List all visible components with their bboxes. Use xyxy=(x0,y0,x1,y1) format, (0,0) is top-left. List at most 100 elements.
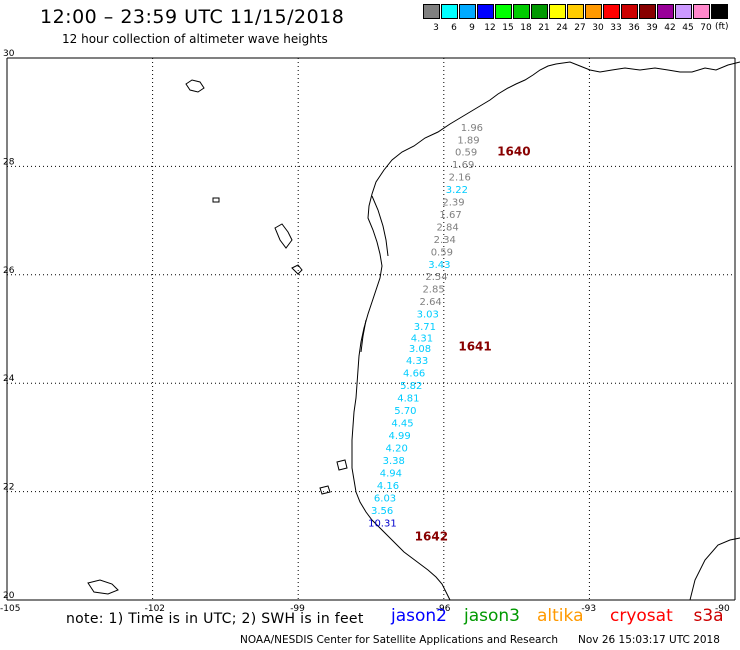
footer-note: note: 1) Time is in UTC; 2) SWH is in fe… xyxy=(66,611,364,627)
lat-tick-label: 24 xyxy=(3,374,15,384)
lake-shape-6 xyxy=(319,485,331,495)
wave-height-value: 3.03 xyxy=(417,310,439,321)
track-time-label: 1642 xyxy=(415,529,448,543)
credit-line: NOAA/NESDIS Center for Satellite Applica… xyxy=(240,634,558,646)
track-time-labels: 1640 1641 1642 xyxy=(415,145,531,544)
gulf-coastline xyxy=(351,61,740,601)
wave-height-value: 4.16 xyxy=(377,481,399,492)
lat-tick-label: 20 xyxy=(3,591,15,601)
map-title: 12:00 – 23:59 UTC 11/15/2018 xyxy=(40,6,345,28)
satellite-s3a: s3a xyxy=(693,606,724,626)
wave-height-value: 5.70 xyxy=(394,406,416,417)
barrier-island xyxy=(371,195,389,257)
color-legend-label: 6 xyxy=(451,23,457,33)
lat-tick-label: 26 xyxy=(3,266,15,276)
satellite-cryosat: cryosat xyxy=(610,606,673,626)
wave-height-value: 3.08 xyxy=(409,344,431,355)
wave-height-value: 4.81 xyxy=(397,394,419,405)
wave-height-value: 4.20 xyxy=(386,443,408,454)
wave-height-value: 3.71 xyxy=(414,322,436,333)
satellite-jason2: jason2 xyxy=(391,606,447,626)
lake-shape-2 xyxy=(274,223,293,249)
lon-tick-label: -96 xyxy=(436,604,451,614)
color-swatch xyxy=(711,4,728,19)
wave-height-value: 3.56 xyxy=(371,506,393,517)
satellite-jason3: jason3 xyxy=(464,606,520,626)
color-legend-label: 30 xyxy=(592,23,604,33)
wave-height-value: 2.34 xyxy=(434,235,456,246)
wave-height-value: 2.54 xyxy=(425,272,447,283)
lake-shape-7 xyxy=(336,459,348,471)
generated-timestamp: Nov 26 15:03:17 UTC 2018 xyxy=(578,634,720,646)
color-legend-label: 36 xyxy=(628,23,640,33)
track-time-label: 1641 xyxy=(458,340,491,354)
lat-tick-label: 28 xyxy=(3,157,15,167)
track-time-label: 1640 xyxy=(497,145,530,159)
lon-tick-label: -105 xyxy=(0,604,20,614)
color-legend-label: 12 xyxy=(484,23,496,33)
wave-height-value: 2.64 xyxy=(420,297,442,308)
lat-lon-grid: 30 28 26 24 22 20 -105 -102 -99 -96 -93 -90 xyxy=(0,49,736,614)
color-legend-label: 45 xyxy=(682,23,694,33)
color-legend-label: 21 xyxy=(538,23,550,33)
color-legend-label: 27 xyxy=(574,23,586,33)
color-swatch xyxy=(693,4,710,19)
wave-height-value: 4.94 xyxy=(380,468,402,479)
wave-height-value: 1.69 xyxy=(452,160,474,171)
color-swatch xyxy=(603,4,620,19)
map-subtitle: 12 hour collection of altimeter wave hei… xyxy=(62,32,328,46)
color-legend-unit: (ft) xyxy=(715,22,729,32)
wave-height-value: 1.96 xyxy=(461,123,483,134)
wave-height-value: 2.84 xyxy=(437,222,459,233)
wave-height-value: 3.22 xyxy=(446,185,468,196)
wave-height-value: 6.03 xyxy=(374,493,396,504)
color-swatch xyxy=(513,4,530,19)
color-swatch xyxy=(549,4,566,19)
wave-height-value: 4.66 xyxy=(403,369,425,380)
color-legend-label: 9 xyxy=(469,23,475,33)
color-swatch xyxy=(441,4,458,19)
color-legend-label: 24 xyxy=(556,23,568,33)
color-legend-label: 18 xyxy=(520,23,532,33)
wave-height-value: 2.39 xyxy=(442,197,464,208)
lon-tick-label: -90 xyxy=(715,604,730,614)
wave-height-value: 2.16 xyxy=(449,172,471,183)
color-swatch xyxy=(639,4,656,19)
wave-height-value: 5.82 xyxy=(400,381,422,392)
wave-height-value: 10.31 xyxy=(368,518,397,529)
lat-tick-label: 22 xyxy=(3,483,14,493)
color-swatch xyxy=(567,4,584,19)
lon-tick-label: -99 xyxy=(290,604,305,614)
lon-tick-label: -102 xyxy=(145,604,165,614)
lake-shape-4 xyxy=(212,197,220,203)
wave-height-value: 4.33 xyxy=(406,356,428,367)
color-legend-label: 39 xyxy=(646,23,658,33)
wave-height-labels: 1.961.890.591.692.163.222.391.672.842.34… xyxy=(368,123,483,529)
color-swatch xyxy=(495,4,512,19)
wave-height-value: 2.85 xyxy=(422,285,444,296)
color-swatch xyxy=(585,4,602,19)
yucatan-coast xyxy=(689,537,740,601)
color-legend-label: 70 xyxy=(700,23,712,33)
color-swatch xyxy=(459,4,476,19)
color-legend-label: 42 xyxy=(664,23,676,33)
color-swatch xyxy=(675,4,692,19)
wave-height-value: 0.59 xyxy=(455,148,477,159)
coastline xyxy=(87,61,740,601)
lat-tick-label: 30 xyxy=(3,49,15,59)
color-swatch xyxy=(423,4,440,19)
laguna-madre-island xyxy=(360,319,367,353)
wave-height-value: 0.59 xyxy=(431,247,453,258)
color-swatch xyxy=(531,4,548,19)
wave-height-value: 4.45 xyxy=(391,419,413,430)
wave-height-value: 1.89 xyxy=(457,136,479,147)
satellite-altika: altika xyxy=(537,606,584,626)
color-swatch xyxy=(657,4,674,19)
lake-shape-1 xyxy=(185,79,205,93)
wave-height-value: 3.38 xyxy=(383,456,405,467)
wave-height-value: 4.99 xyxy=(388,431,410,442)
color-legend-label: 3 xyxy=(433,23,439,33)
wave-height-value: 3.43 xyxy=(428,260,450,271)
color-swatch xyxy=(621,4,638,19)
